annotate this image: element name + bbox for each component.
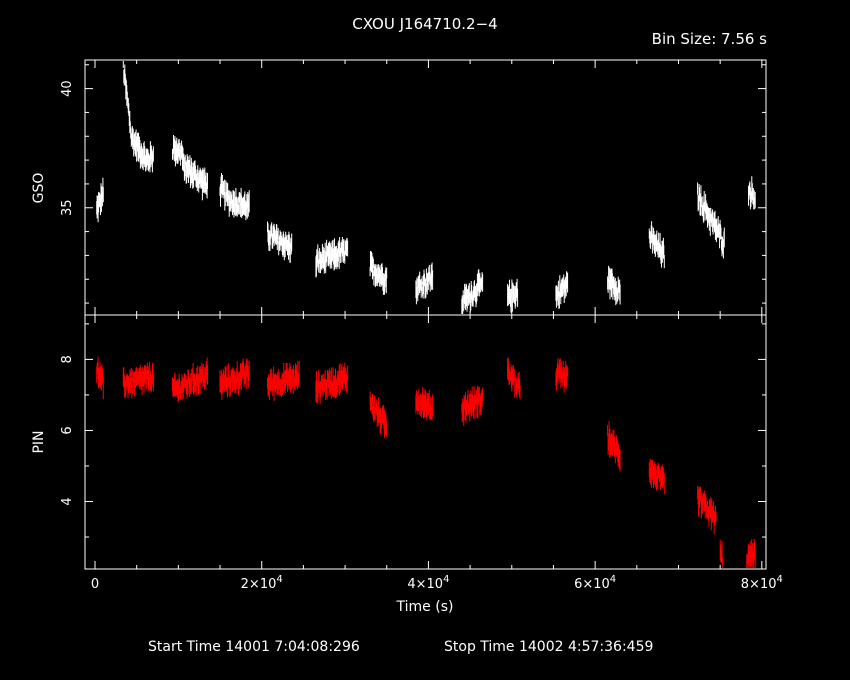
x-tick-label: 2×104 [241, 574, 283, 592]
y-tick-label: 40 [60, 80, 75, 97]
pin-panel: PIN 4 6 8 [31, 314, 767, 570]
x-tick-label: 6×104 [574, 574, 616, 592]
y-tick-label: 6 [60, 426, 75, 434]
pin-panel-frame [84, 314, 767, 570]
pin-axis-label: PIN [31, 430, 47, 453]
chart-title: CXOU J164710.2−4 [352, 15, 497, 33]
gso-series [96, 61, 756, 314]
gso-axis-label: GSO [31, 173, 47, 204]
y-tick-label: 35 [60, 199, 75, 216]
x-tick-label: 4×104 [407, 574, 449, 592]
gso-panel-frame [84, 59, 767, 316]
bin-size-label: Bin Size: 7.56 s [652, 30, 768, 48]
x-tick-label: 0 [91, 577, 99, 592]
stop-time-label: Stop Time 14002 4:57:36:459 [444, 639, 653, 655]
y-tick-label: 4 [60, 497, 75, 505]
y-tick-label: 8 [60, 355, 75, 363]
start-time-label: Start Time 14001 7:04:08:296 [148, 639, 360, 655]
x-tick-label: 8×104 [741, 574, 783, 592]
x-axis-label: Time (s) [396, 599, 454, 615]
pin-series [96, 356, 756, 568]
gso-panel: GSO 35 40 [31, 59, 767, 316]
x-tick-labels: 0 2×104 4×104 6×104 8×104 [91, 574, 783, 592]
